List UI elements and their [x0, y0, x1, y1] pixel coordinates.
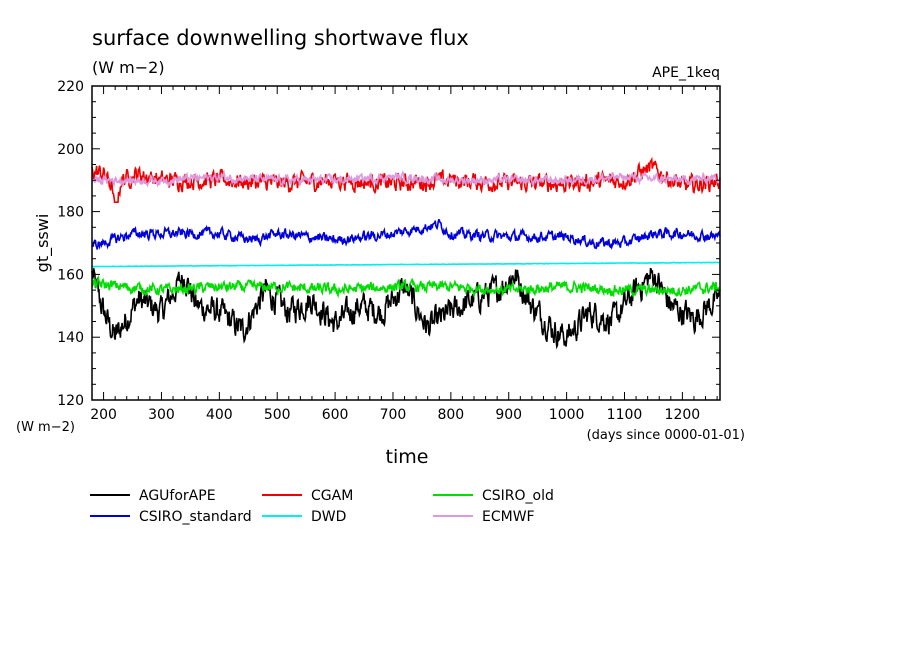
series-line-ECMWF [91, 169, 721, 188]
axis-ticks [92, 85, 720, 401]
x-axis-units: (days since 0000-01-01) [587, 428, 745, 443]
units-label: (W m−2) [92, 58, 165, 77]
legend-label-CSIRO_standard: CSIRO_standard [139, 509, 252, 525]
y-tick-label: 220 [57, 79, 84, 95]
x-tick-label: 400 [206, 407, 233, 423]
series-line-AGUforAPE [91, 267, 721, 350]
x-tick-labels: 200 300 400 500 600 700 800 900 1000 1100 1200 [90, 407, 700, 423]
x-tick-label: 600 [322, 407, 349, 423]
series-line-DWD [91, 261, 721, 268]
legend-label-ECMWF: ECMWF [482, 509, 535, 525]
x-tick-label: 1000 [549, 407, 585, 423]
x-tick-label: 500 [264, 407, 291, 423]
y-tick-label: 180 [57, 205, 84, 221]
series-line-CGAM [91, 156, 721, 203]
legend-label-CSIRO_old: CSIRO_old [482, 488, 554, 504]
y-tick-label: 160 [57, 267, 84, 283]
x-tick-label: 700 [380, 407, 407, 423]
series-line-CSIRO_old [91, 274, 721, 299]
y-tick-label: 120 [57, 393, 84, 409]
y-tick-label: 200 [57, 142, 84, 158]
y-tick-label: 140 [57, 330, 84, 346]
y-axis-units: (W m−2) [16, 420, 75, 435]
legend-label-AGUforAPE: AGUforAPE [139, 488, 216, 504]
legend-label-DWD: DWD [311, 509, 346, 525]
dataset-label: APE_1keq [652, 65, 720, 81]
x-tick-label: 1100 [607, 407, 643, 423]
legend: AGUforAPE CGAM CSIRO_old CSIRO_standard DWD E… [90, 488, 554, 525]
y-tick-labels: 120 140 160 180 200 220 [57, 79, 84, 409]
plot-lines [91, 156, 721, 350]
x-tick-label: 800 [437, 407, 464, 423]
y-axis-label: gt_sswi [33, 214, 53, 273]
series-line-CSIRO_standard [91, 218, 721, 250]
legend-label-CGAM: CGAM [311, 488, 353, 504]
x-axis-label: time [386, 446, 429, 468]
chart-title: surface downwelling shortwave flux [92, 26, 469, 50]
x-tick-label: 1200 [665, 407, 701, 423]
x-tick-label: 300 [148, 407, 175, 423]
x-tick-label: 200 [90, 407, 117, 423]
x-tick-label: 900 [495, 407, 522, 423]
